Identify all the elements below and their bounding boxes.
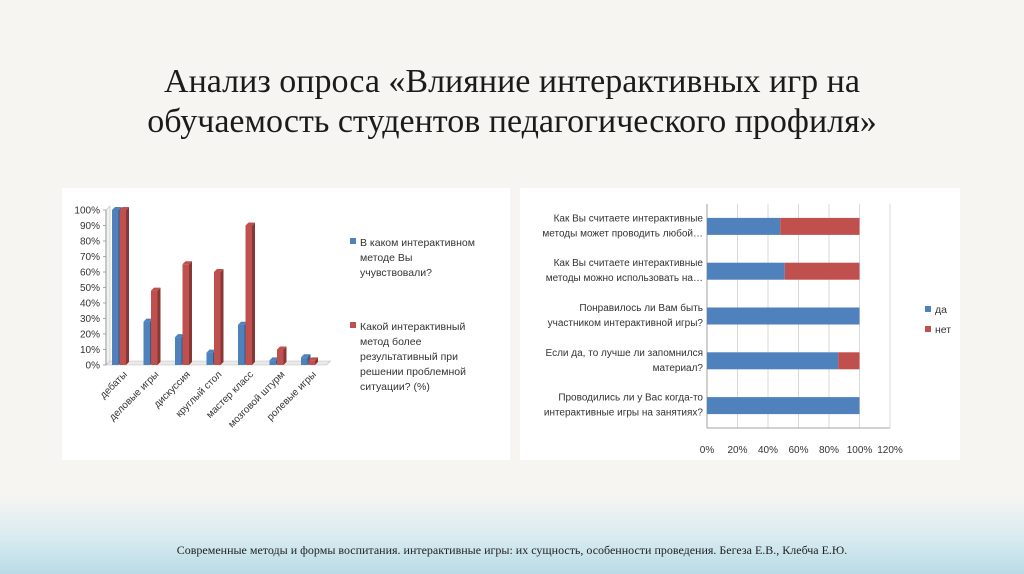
legend-label: нет — [935, 324, 951, 336]
side-wall — [105, 205, 111, 366]
bar-effective — [182, 264, 189, 365]
bar-top — [151, 287, 161, 291]
bar-top — [206, 349, 216, 353]
y-category-label: методы можно использовать на… — [546, 273, 703, 284]
y-tick-label: 30% — [80, 314, 100, 325]
bar-no — [784, 262, 860, 280]
title-line-1: Анализ опроса «Влияние интерактивных игр… — [164, 63, 860, 100]
bar-yes — [707, 307, 860, 325]
bar-yes — [707, 352, 839, 370]
background-wash — [0, 494, 1024, 574]
bar-yes — [707, 262, 785, 280]
x-tick-label: 80% — [819, 445, 839, 456]
bar-side — [189, 261, 192, 365]
bar-top — [119, 207, 129, 210]
bar-no — [838, 352, 860, 370]
bar-top — [143, 318, 153, 322]
bar-participated — [143, 321, 150, 365]
legend-label: решении проблемной — [360, 366, 466, 378]
bar-participated — [112, 210, 119, 365]
legend-label: да — [935, 304, 947, 316]
x-category-label: мозговой штурм — [227, 369, 288, 430]
y-category-label: методы может проводить любой… — [542, 227, 703, 239]
bar-effective — [308, 360, 315, 365]
bar-top — [245, 222, 255, 226]
bar-top — [214, 269, 224, 272]
y-tick-label: 100% — [74, 206, 100, 217]
y-category-label: интерактивные игры на занятиях? — [544, 408, 704, 419]
bar-participated — [301, 357, 308, 365]
legend-swatch — [925, 326, 931, 332]
bar-top — [238, 321, 248, 325]
bar-effective — [245, 225, 252, 365]
x-category-label: дебаты — [97, 369, 129, 401]
bar-top — [175, 334, 185, 338]
bar-effective — [214, 272, 221, 365]
y-tick-label: 0% — [86, 361, 101, 372]
bar-top — [182, 261, 192, 265]
legend-label: результативный при — [360, 351, 458, 363]
legend-swatch — [350, 238, 356, 244]
bar-effective — [151, 290, 158, 365]
bar-participated — [175, 337, 182, 365]
bar-participated — [269, 360, 276, 365]
bar-side — [252, 222, 255, 365]
bar-side — [220, 269, 224, 365]
y-tick-label: 20% — [80, 330, 100, 341]
y-category-label: Проводились ли у Вас когда-то — [558, 393, 703, 404]
slide-title: Анализ опроса «Влияние интерактивных игр… — [0, 62, 1024, 142]
legend-label: В каком интерактивном — [360, 237, 475, 249]
x-tick-label: 20% — [727, 445, 747, 456]
y-tick-label: 80% — [80, 237, 100, 248]
bar-top — [269, 357, 279, 361]
y-tick-label: 70% — [80, 252, 100, 263]
y-tick-label: 10% — [80, 345, 100, 356]
bar-participated — [206, 352, 213, 365]
survey-answers-chart-panel: 0% 20% 40% 60% 80% 100% 120% Как Вы считаете ин… — [520, 188, 960, 460]
bar-no — [780, 217, 860, 235]
legend-swatch — [925, 306, 931, 312]
participation-chart-panel: 0% 10% 20% 30% 40% 50% 60% 70% 80% 90% 100% дебаты д… — [62, 188, 510, 460]
bar-side — [315, 357, 318, 365]
survey-stacked-bar-chart: 0% 20% 40% 60% 80% 100% 120% Как Вы считаете ин… — [542, 204, 951, 456]
bar-yes — [707, 397, 860, 415]
y-tick-label: 40% — [80, 299, 100, 310]
legend-label: учувствовали? — [360, 267, 432, 279]
bar-participated — [238, 324, 245, 365]
bar-effective — [119, 210, 126, 365]
y-category-label: Как Вы считаете интерактивные — [554, 213, 704, 224]
legend-label: Какой интерактивный — [360, 321, 465, 333]
source-footnote: Современные методы и формы воспитания. и… — [176, 543, 848, 557]
bar-effective — [277, 349, 284, 365]
legend-label: ситуации? (%) — [360, 381, 430, 393]
y-tick-label: 60% — [80, 268, 100, 279]
y-category-label: Понравилось ли Вам быть — [579, 302, 703, 314]
y-category-label: материал? — [653, 363, 704, 374]
y-tick-label: 90% — [80, 221, 100, 232]
y-category-label: Как Вы считаете интерактивные — [554, 258, 704, 269]
x-tick-label: 0% — [700, 445, 715, 456]
title-line-2: обучаемость студентов педагогического пр… — [147, 103, 877, 140]
legend-swatch — [350, 322, 356, 328]
y-category-label: Если да, то лучше ли запомнился — [546, 348, 703, 359]
legend-label: метод более — [360, 336, 422, 348]
bar-side — [157, 287, 161, 365]
bar-top — [112, 207, 122, 210]
bar-side — [126, 207, 129, 365]
bar-top — [277, 346, 287, 350]
bar-top — [308, 357, 318, 361]
x-tick-label: 40% — [758, 445, 778, 456]
bar-top — [301, 354, 311, 358]
bar-yes — [707, 217, 781, 235]
x-tick-label: 100% — [847, 445, 873, 456]
x-tick-label: 120% — [877, 445, 903, 456]
legend-label: методе Вы — [360, 252, 412, 264]
y-category-label: участником интерактивной игры? — [548, 318, 704, 329]
y-tick-label: 50% — [80, 283, 100, 294]
x-tick-label: 60% — [788, 445, 808, 456]
bar-side — [283, 346, 287, 365]
participation-bar-chart: 0%10%20%30%40%50%60%70%80%90%100%дебатыд… — [74, 205, 475, 430]
